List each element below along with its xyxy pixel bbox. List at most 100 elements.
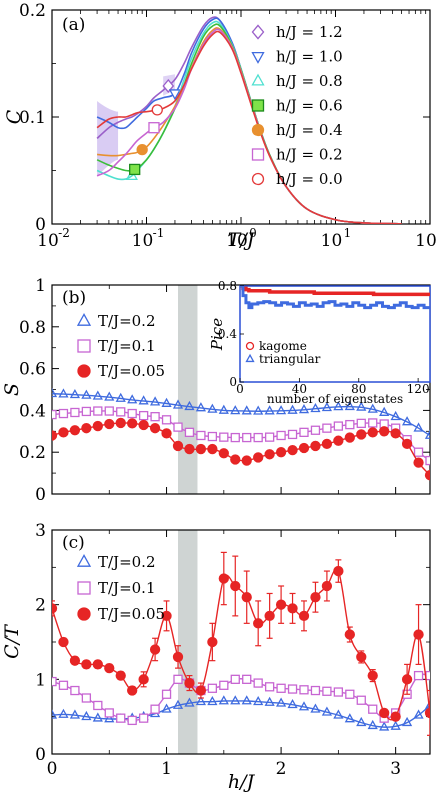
- data-point: [104, 708, 114, 718]
- data-point: [161, 610, 172, 622]
- x-tick-exponent: 0: [249, 226, 257, 240]
- data-point: [230, 405, 241, 415]
- data-point: [92, 659, 103, 670]
- data-point: [298, 442, 310, 454]
- data-point: [207, 403, 218, 413]
- data-point: [264, 682, 275, 692]
- x-tick-exponent: -2: [58, 226, 70, 240]
- series-line: [52, 410, 430, 462]
- x-axis-label: h/J: [228, 771, 256, 793]
- data-point: [52, 387, 58, 398]
- x-tick-label: 1: [161, 759, 172, 779]
- panel-c: 0 1 2 3 0 1 2 3 h/J C/T (c) T/J=0.2 T/J=0.1 T/J=0.05: [1, 521, 431, 793]
- legend-marker: [77, 339, 91, 353]
- data-point: [344, 713, 355, 723]
- series-marker: [162, 78, 175, 93]
- y-tick-label: 0: [35, 745, 46, 765]
- data-point: [173, 422, 183, 432]
- data-point: [52, 409, 57, 420]
- data-point: [104, 662, 115, 674]
- data-point: [299, 685, 309, 695]
- data-point: [242, 674, 252, 684]
- series-line: [96, 28, 402, 224]
- inset-plot-area: [240, 286, 430, 310]
- data-point: [424, 707, 430, 719]
- series-marker: [168, 89, 182, 101]
- inset-y-tick-label: 0.8: [218, 279, 237, 293]
- data-point: [115, 392, 126, 402]
- data-point: [242, 432, 252, 443]
- data-point: [207, 443, 218, 455]
- x-tick-label: 10: [132, 231, 154, 251]
- legend-marker: [251, 24, 265, 40]
- data-point: [93, 700, 103, 711]
- legend-marker: [77, 581, 91, 595]
- panel-label: (b): [62, 288, 86, 308]
- data-point: [413, 457, 424, 468]
- series-line: [96, 16, 402, 224]
- data-point: [150, 704, 160, 714]
- panel-label: (a): [62, 15, 85, 35]
- data-point: [161, 428, 172, 439]
- legend-marker: [251, 73, 265, 86]
- data-point: [70, 685, 80, 696]
- data-point: [81, 423, 92, 434]
- data-point: [345, 689, 355, 699]
- data-point: [127, 394, 138, 404]
- data-point: [310, 440, 321, 452]
- x-axis-label: T/J: [228, 229, 256, 251]
- data-point: [264, 449, 275, 460]
- data-point: [310, 703, 321, 713]
- data-point: [390, 410, 401, 421]
- data-point: [161, 689, 172, 699]
- data-point: [345, 419, 355, 430]
- data-point: [149, 396, 161, 406]
- data-point: [253, 678, 263, 688]
- legend-marker: [77, 607, 91, 621]
- inset-x-axis-label: number of eigenstates: [267, 392, 403, 406]
- data-point: [81, 659, 92, 670]
- data-point: [218, 404, 229, 414]
- data-point: [58, 636, 69, 648]
- data-point: [424, 699, 430, 709]
- data-point: [184, 400, 195, 411]
- data-point: [299, 427, 309, 437]
- data-point: [127, 715, 137, 726]
- data-point: [69, 388, 81, 399]
- legend-label: T/J=0.2: [98, 312, 156, 330]
- data-point: [92, 390, 103, 400]
- data-point: [161, 415, 172, 425]
- data-point: [321, 706, 333, 716]
- data-point: [116, 407, 126, 417]
- legend-marker: [76, 313, 92, 326]
- legend-label: h/J = 1.0: [276, 48, 343, 66]
- data-point: [401, 416, 413, 426]
- data-point: [379, 406, 390, 416]
- data-point: [356, 695, 366, 705]
- y-axis-label: C: [3, 109, 25, 124]
- legend-label: T/J=0.05: [98, 362, 165, 380]
- data-point: [241, 405, 252, 415]
- data-point: [298, 701, 310, 711]
- data-point: [52, 709, 58, 719]
- data-point: [115, 670, 126, 681]
- data-point: [413, 422, 424, 432]
- data-point: [424, 470, 430, 481]
- y-tick-label: 2: [35, 596, 46, 616]
- data-point: [275, 405, 287, 415]
- x-tick-label: 3: [390, 759, 401, 779]
- data-point: [104, 713, 115, 723]
- data-point: [253, 618, 264, 629]
- data-point: [127, 408, 137, 419]
- data-point: [413, 709, 424, 719]
- data-point: [356, 429, 367, 440]
- series-line: [52, 700, 430, 728]
- data-point: [195, 443, 207, 455]
- legend-a: h/J = 1.2 h/J = 1.0 h/J = 0.8 h/J = 0.6 h/J …: [251, 23, 343, 188]
- data-point: [218, 695, 229, 705]
- series-marker: [151, 104, 163, 116]
- data-point: [390, 720, 401, 730]
- data-point: [253, 452, 264, 463]
- x-tick-label: 10: [415, 231, 436, 251]
